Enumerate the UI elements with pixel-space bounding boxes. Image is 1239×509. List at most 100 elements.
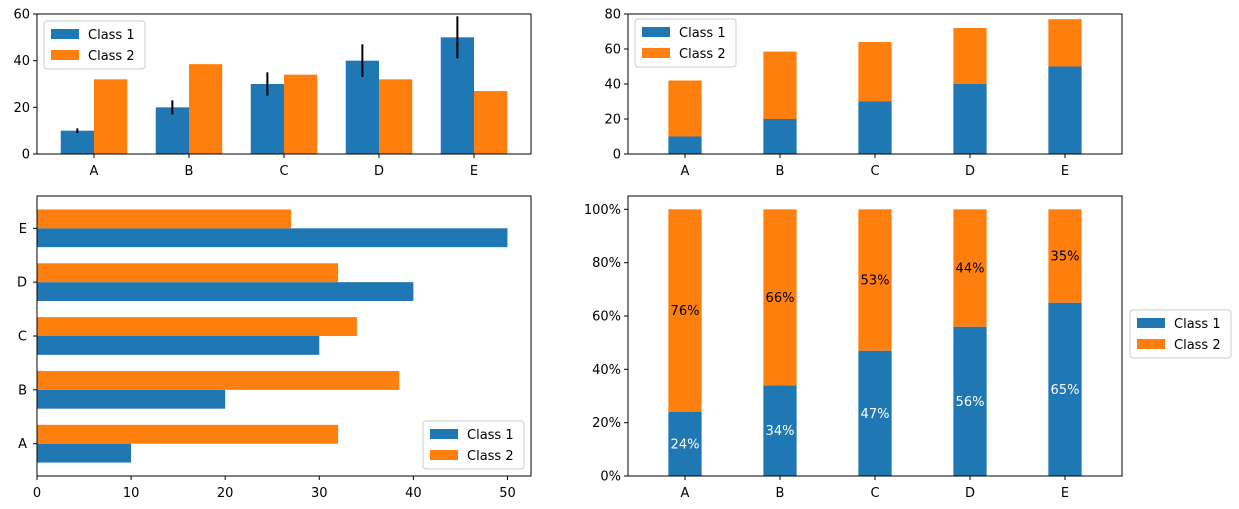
legend-label: Class 2 [88,49,135,64]
bar-class2 [858,42,892,102]
y-tick-label: B [18,383,27,398]
bar-class2 [37,209,292,229]
grouped-bar-chart: A B C D E 0 20 40 60 Class 1 Class 2 [13,8,532,179]
bar-class1 [1048,302,1082,476]
horizontal-bar-chart: A B C D E 0 10 20 30 40 50 Class 1 Class 2 [17,195,532,501]
bar-class1 [763,385,797,476]
x-tick-label: 10 [123,486,140,501]
bar-class1 [858,350,892,476]
x-tick-label: A [681,486,690,501]
x-tick-label: 40 [405,486,422,501]
y-tick-label: D [17,276,27,291]
bar-class2 [284,74,318,154]
x-tick-label: C [870,486,879,501]
bar-class2 [37,317,357,336]
x-tick-label: B [776,486,785,501]
data-label-class2: 76% [671,304,700,319]
bar-class1 [858,101,892,154]
bar-class1 [155,107,189,154]
data-label-class1: 34% [766,424,795,439]
bar-class2 [668,80,702,137]
bar-class1 [763,119,797,154]
bar-class2 [37,263,339,283]
x-tick-label: C [870,164,879,179]
legend-swatch [1137,318,1165,328]
x-tick-label: E [1061,164,1069,179]
data-label-class1: 65% [1051,383,1080,398]
bar-class2 [763,209,797,386]
y-tick-label: 60% [592,310,621,325]
y-tick-label: 0% [600,470,621,485]
axes-frame [36,13,532,155]
legend-label: Class 1 [679,26,726,41]
data-label-class1: 56% [956,395,985,410]
bar-class2 [474,91,508,154]
legend-swatch [430,450,458,460]
x-tick-label: D [965,486,975,501]
legend-swatch [51,50,79,60]
legend-swatch [51,29,79,39]
bar-class1 [60,130,94,154]
bar-class2 [189,64,223,154]
stacked-bar-chart: A B C D E 0 20 40 60 80 Class 1 Class 2 [604,8,1123,179]
bar-class2 [953,209,987,327]
x-tick-label: E [1061,486,1069,501]
data-label-class1: 47% [861,407,890,422]
bar-class1 [37,336,320,355]
legend-label: Class 2 [1174,338,1221,353]
y-tick-label: 0 [22,148,30,163]
bar-class2 [94,79,128,154]
x-tick-label: A [90,164,99,179]
bar-class1 [668,412,702,476]
bar-class2 [763,51,797,119]
axes-frame [627,195,1123,477]
x-tick-label: E [470,164,478,179]
bar-class1 [953,326,987,476]
legend-swatch [430,429,458,439]
bar-class2 [1048,209,1082,303]
legend-label: Class 2 [679,47,726,62]
x-tick-label: B [185,164,194,179]
y-tick-label: 60 [13,8,30,23]
x-tick-label: 20 [217,486,234,501]
legend-swatch [1137,339,1165,349]
bar-class1 [37,443,132,463]
bar-class1 [37,282,414,301]
y-tick-label: 100% [584,203,621,218]
x-tick-label: 0 [33,486,41,501]
data-label-class2: 53% [861,274,890,289]
y-tick-label: C [18,330,27,345]
bar-class2 [37,424,339,444]
y-tick-label: 40 [13,54,30,69]
y-tick-label: A [18,437,27,452]
bar-class1 [37,228,508,248]
x-tick-label: 30 [311,486,328,501]
percent-stacked-bar-chart: 24% 76% A 34% 66% B 47% 53% C 56% 44% D 65% 35% E 0% 20%… [584,195,1232,501]
x-tick-label: D [374,164,384,179]
bar-class2 [379,79,413,154]
bar-class2 [1048,19,1082,67]
data-label-class1: 24% [671,438,700,453]
y-tick-label: 20 [604,113,621,128]
y-tick-label: E [19,222,27,237]
axes-frame [627,13,1123,155]
bar-class2 [668,209,702,412]
bar-class1 [37,389,226,409]
y-tick-label: 40 [604,78,621,93]
y-tick-label: 60 [604,43,621,58]
bar-class2 [858,209,892,351]
y-tick-label: 80% [592,256,621,271]
x-tick-label: D [965,164,975,179]
legend-label: Class 1 [467,428,514,443]
y-tick-label: 80 [604,8,621,23]
x-tick-label: C [279,164,288,179]
x-tick-label: A [681,164,690,179]
legend-label: Class 1 [88,28,135,43]
y-tick-label: 0 [613,148,621,163]
data-label-class2: 35% [1051,250,1080,265]
legend-swatch [642,27,670,37]
y-tick-label: 20% [592,416,621,431]
bar-class1 [668,136,702,154]
bar-class2 [37,371,400,390]
